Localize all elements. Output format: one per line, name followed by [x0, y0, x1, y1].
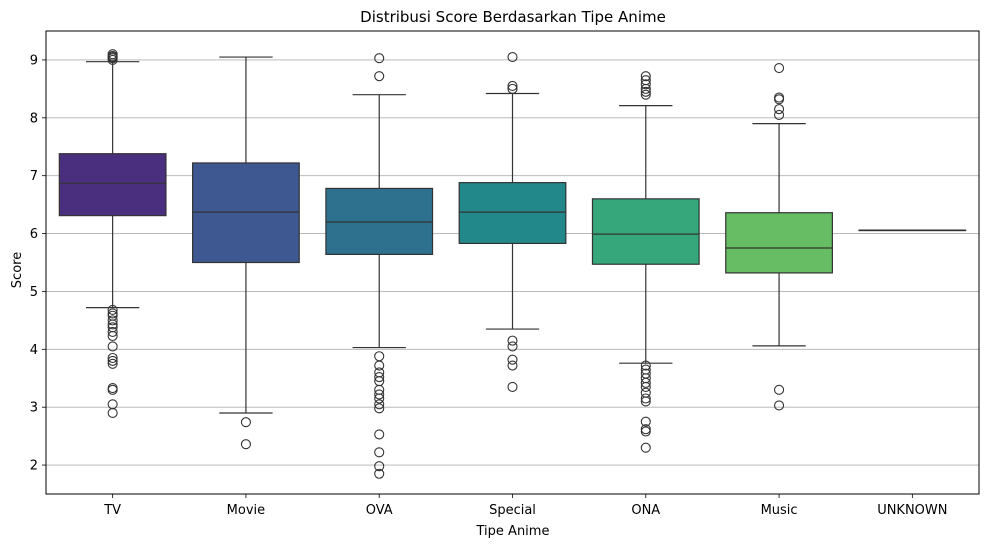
outlier-point [374, 393, 385, 404]
outlier-point [640, 396, 651, 407]
outlier-point [107, 319, 118, 330]
outlier-point [507, 381, 518, 392]
outlier-point [640, 416, 651, 427]
outlier-point [107, 407, 118, 419]
outlier-point [774, 384, 785, 395]
y-tick-label: 8 [30, 111, 38, 126]
outlier-point [107, 352, 118, 364]
y-tick-label: 6 [30, 227, 38, 242]
outlier-point [374, 389, 385, 400]
boxes-layer [58, 49, 967, 479]
outlier-point [507, 341, 518, 352]
outlier-point [640, 360, 651, 371]
y-ticks: 2 3 4 5 6 7 8 9 [30, 53, 46, 474]
outlier-point [107, 304, 118, 316]
x-tick-label: Special [489, 503, 536, 518]
outlier-point [107, 49, 118, 60]
outlier-point [240, 439, 251, 450]
x-tick-label: OVA [366, 503, 393, 518]
y-tick-label: 2 [30, 459, 38, 474]
outlier-point [640, 71, 651, 82]
chart-title: Distribusi Score Berdasarkan Tipe Anime [360, 8, 666, 26]
outlier-point [507, 354, 518, 365]
outlier-point [374, 447, 385, 458]
box-group [58, 49, 167, 419]
outlier-point [107, 355, 118, 366]
x-ticks: TV Movie OVA Special ONA Music UNKNOWN [103, 494, 948, 518]
box-group [325, 53, 434, 479]
box-iqr [58, 153, 167, 217]
outlier-point [374, 360, 385, 371]
outlier-point [507, 51, 518, 63]
outlier-point [774, 109, 785, 120]
box-group [458, 51, 567, 392]
outlier-point [640, 79, 651, 90]
outlier-point [507, 360, 518, 371]
outlier-point [107, 341, 118, 352]
outlier-point [640, 86, 651, 97]
outlier-point [640, 442, 651, 453]
outlier-point [107, 308, 118, 319]
x-tick-label: Movie [227, 503, 265, 518]
outlier-point [374, 429, 385, 440]
y-tick-label: 4 [30, 343, 38, 358]
x-tick-label: Music [761, 503, 798, 518]
outlier-point [374, 403, 385, 414]
x-tick-label: TV [103, 503, 121, 518]
y-tick-label: 5 [30, 285, 38, 300]
x-axis-label: Tipe Anime [476, 524, 550, 539]
outlier-point [774, 104, 785, 115]
outlier-point [374, 372, 385, 383]
x-tick-label: ONA [631, 503, 660, 518]
outlier-point [107, 315, 118, 326]
y-tick-label: 7 [30, 169, 38, 184]
outlier-point [107, 358, 118, 369]
outlier-point [774, 62, 785, 74]
outlier-point [240, 417, 251, 428]
box-group [192, 56, 300, 450]
y-tick-label: 9 [30, 53, 38, 68]
box-iqr [458, 182, 567, 245]
x-tick-label: UNKNOWN [877, 503, 947, 518]
outlier-point [507, 80, 518, 92]
outlier-point [774, 94, 785, 105]
outlier-point [640, 83, 651, 94]
outlier-point [640, 426, 651, 437]
outlier-point [640, 377, 651, 388]
outlier-point [640, 381, 651, 392]
outlier-point [107, 326, 118, 338]
box-group [591, 71, 700, 453]
y-tick-label: 3 [30, 401, 38, 416]
box-group [858, 229, 967, 232]
outlier-point [640, 424, 651, 435]
outlier-point [640, 393, 651, 404]
outlier-point [374, 53, 385, 64]
outlier-point [374, 399, 385, 410]
outlier-point [774, 400, 785, 411]
outlier-point [374, 461, 385, 472]
outlier-point [107, 330, 118, 342]
outlier-point [374, 468, 385, 479]
outlier-point [107, 384, 118, 395]
outlier-point [640, 89, 651, 100]
y-axis-label: Score [10, 252, 25, 288]
box-iqr [725, 212, 833, 274]
outlier-point [507, 83, 518, 94]
box-iqr [591, 198, 700, 265]
outlier-point [374, 71, 385, 82]
box-group [725, 62, 833, 411]
outlier-point [507, 335, 518, 346]
